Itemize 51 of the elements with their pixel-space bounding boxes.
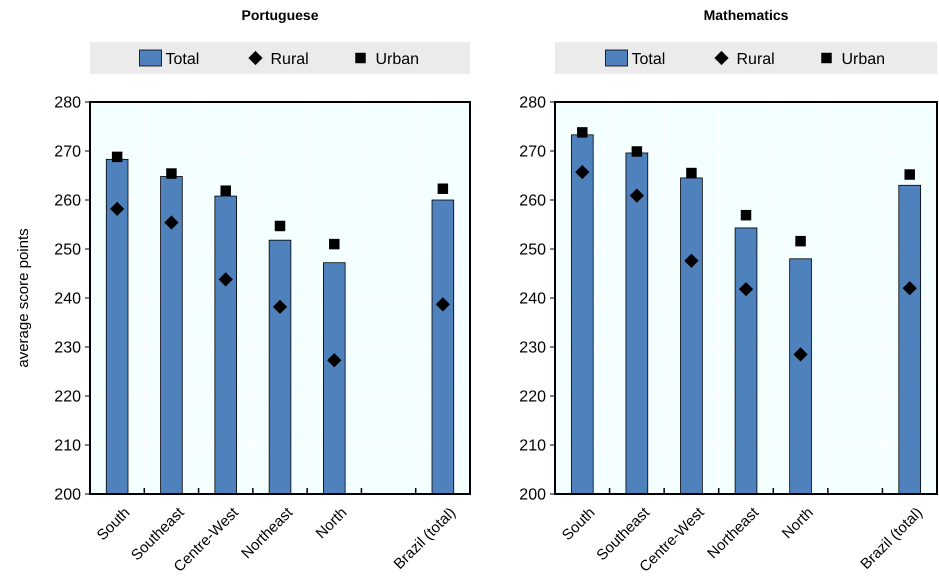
point	[577, 127, 588, 138]
point	[740, 210, 752, 220]
point	[630, 188, 644, 203]
y-tick-label: 230	[54, 340, 82, 357]
y-tick-label: 280	[54, 94, 82, 112]
point	[220, 185, 231, 196]
y-tick-label: 260	[54, 192, 82, 210]
point	[166, 168, 177, 179]
point	[632, 146, 642, 157]
point	[738, 282, 754, 296]
point	[327, 353, 342, 368]
point	[795, 236, 806, 246]
point	[274, 220, 286, 232]
chart-title: Portuguese	[241, 7, 319, 23]
point	[110, 202, 124, 216]
y-tick-label: 250	[54, 242, 82, 259]
chart-title: Mathematics	[704, 7, 789, 23]
point	[272, 300, 288, 314]
point	[438, 183, 448, 194]
y-tick-label: 200	[519, 486, 546, 504]
legend-label: Urban	[842, 51, 886, 68]
point	[793, 347, 808, 362]
point	[575, 164, 590, 180]
y-tick-label: 220	[519, 388, 546, 406]
y-axis-title: average score points	[15, 228, 32, 368]
point	[686, 168, 697, 178]
y-tick-label: 200	[54, 486, 82, 504]
y-tick-label: 240	[54, 290, 82, 308]
point	[164, 215, 179, 230]
y-tick-label: 240	[519, 290, 546, 308]
y-tick-label: 210	[54, 438, 82, 455]
legend-label: Total	[166, 51, 200, 68]
y-tick-label: 270	[519, 144, 546, 161]
y-tick-label: 280	[519, 94, 546, 112]
y-tick-label: 250	[519, 242, 546, 259]
y-tick-label: 270	[54, 144, 82, 161]
legend-label: Urban	[376, 51, 420, 68]
point	[902, 281, 917, 296]
point	[218, 272, 233, 286]
legend-label: Total	[632, 51, 666, 68]
y-tick-label: 210	[519, 438, 546, 455]
y-tick-label: 260	[519, 192, 546, 210]
point	[904, 169, 915, 180]
legend-label: Rural	[736, 51, 775, 68]
legend-label: Rural	[270, 51, 309, 68]
y-tick-label: 220	[54, 388, 82, 406]
point	[436, 297, 450, 312]
y-tick-label: 230	[519, 340, 546, 357]
point	[684, 254, 699, 268]
point	[112, 152, 122, 162]
point	[329, 238, 340, 250]
